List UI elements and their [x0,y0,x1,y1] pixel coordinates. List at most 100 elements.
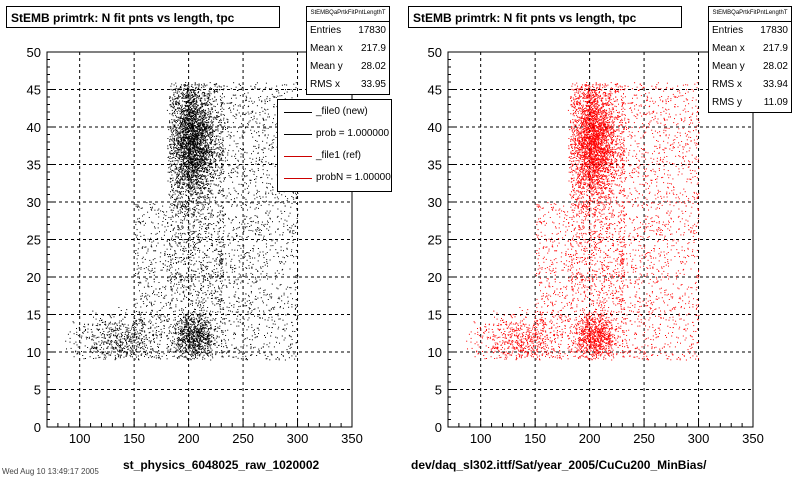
left-data-point [191,359,192,360]
left-data-point [187,241,188,242]
left-data-point [192,346,193,347]
left-data-point [205,313,206,314]
left-data-point [189,103,190,104]
left-data-point [180,330,181,331]
left-data-point [192,187,193,188]
left-data-point [200,120,201,121]
left-data-point [212,98,213,99]
left-data-point [208,98,209,99]
left-data-point [193,227,194,228]
left-data-point [200,155,201,156]
left-data-point [173,104,174,105]
left-data-point [171,131,172,132]
left-data-point [200,317,201,318]
left-data-point [202,165,203,166]
left-data-point [186,319,187,320]
left-data-point [181,310,182,311]
left-data-point [207,131,208,132]
left-data-point [189,187,190,188]
left-data-point [195,334,196,335]
left-data-point [202,131,203,132]
left-data-point [182,114,183,115]
left-data-point [201,214,202,215]
left-data-point [183,259,184,260]
left-data-point [187,215,188,216]
left-data-point [182,342,183,343]
left-data-point [172,136,173,137]
left-data-point [192,156,193,157]
left-data-point [202,169,203,170]
left-data-point [176,277,177,278]
left-data-point [169,141,170,142]
left-data-point [172,138,173,139]
left-data-point [176,140,177,141]
left-data-point [204,122,205,123]
left-data-point [193,315,194,316]
left-data-point [196,118,197,119]
left-data-point [174,106,175,107]
left-data-point [220,304,221,305]
left-data-point [185,176,186,177]
left-data-point [218,251,219,252]
left-data-point [177,225,178,226]
left-data-point [190,167,191,168]
left-data-point [174,283,175,284]
left-data-point [169,153,170,154]
left-data-point [193,102,194,103]
left-data-point [197,84,198,85]
left-data-point [199,109,200,110]
left-data-point [211,224,212,225]
left-data-point [212,271,213,272]
left-data-point [190,102,191,103]
left-data-point [177,150,178,151]
left-data-point [170,198,171,199]
left-data-point [203,137,204,138]
left-data-point [167,138,168,139]
left-data-point [222,260,223,261]
left-data-point [182,220,183,221]
left-data-point [209,248,210,249]
left-data-point [213,170,214,171]
left-data-point [219,300,220,301]
left-data-point [201,288,202,289]
left-data-point [223,88,224,89]
left-data-point [200,156,201,157]
left-data-point [199,117,200,118]
left-data-point [190,254,191,255]
left-data-point [182,159,183,160]
left-data-point [203,260,204,261]
left-data-point [197,139,198,140]
left-data-point [205,322,206,323]
left-data-point [178,128,179,129]
left-data-point [202,118,203,119]
left-data-point [213,117,214,118]
left-data-point [177,321,178,322]
left-data-point [175,179,176,180]
left-data-point [183,351,184,352]
left-data-point [223,188,224,189]
left-data-point [175,317,176,318]
left-data-point [215,202,216,203]
left-data-point [177,149,178,150]
left-data-point [195,82,196,83]
left-data-point [190,245,191,246]
left-data-point [210,135,211,136]
left-data-point [195,175,196,176]
left-data-point [199,320,200,321]
left-data-point [191,348,192,349]
left-data-point [194,339,195,340]
left-data-point [208,163,209,164]
left-data-point [188,180,189,181]
left-data-point [204,231,205,232]
left-data-point [205,178,206,179]
left-data-point [197,250,198,251]
left-data-point [213,276,214,277]
left-data-point [199,84,200,85]
left-data-point [200,283,201,284]
left-data-point [200,170,201,171]
left-data-point [177,111,178,112]
left-data-point [206,159,207,160]
left-data-point [193,349,194,350]
left-data-point [179,338,180,339]
left-data-point [176,88,177,89]
